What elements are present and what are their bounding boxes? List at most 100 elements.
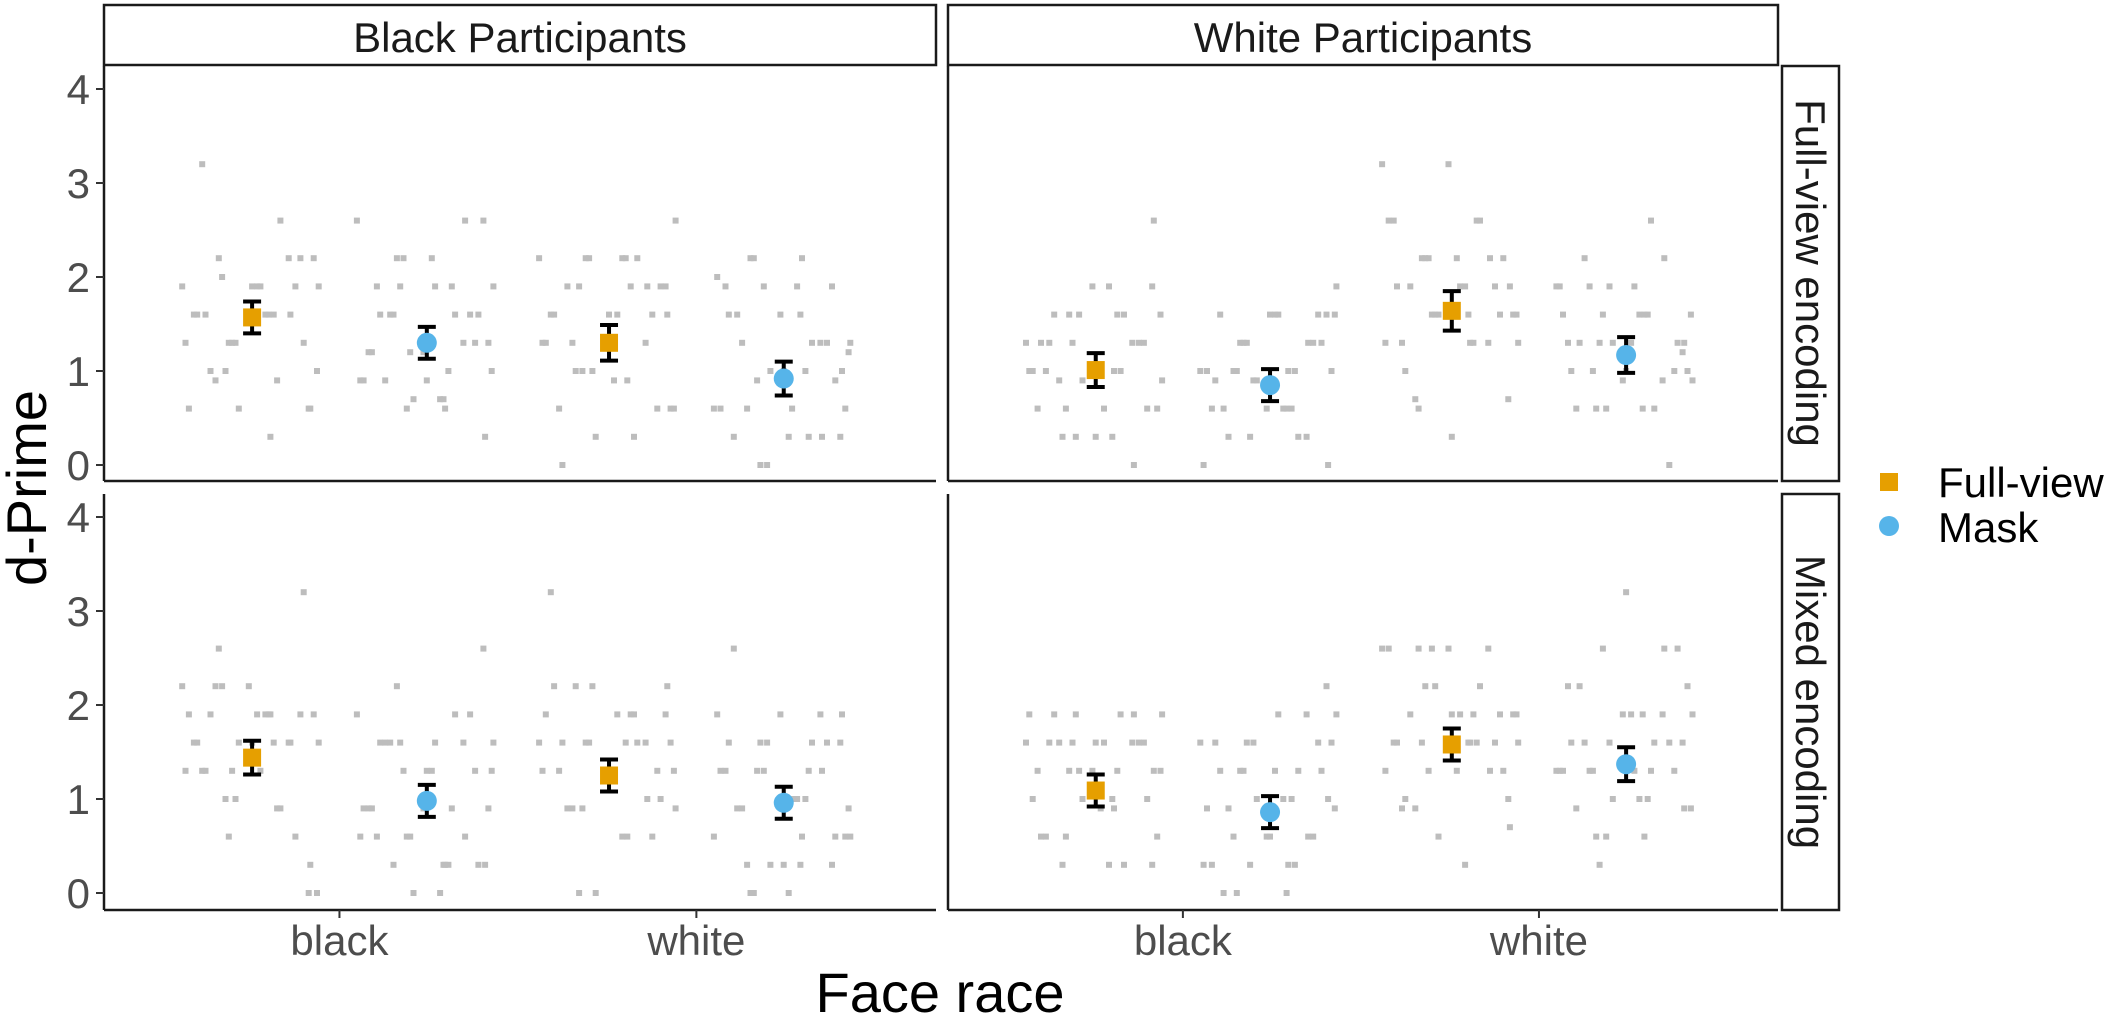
raw-point-white-participants-mixed-encoding-black-full-view <box>1149 861 1156 868</box>
raw-point-black-participants-mixed-encoding-white-mask <box>847 833 854 840</box>
raw-point-white-participants-mixed-encoding-white-mask <box>1666 739 1673 746</box>
raw-point-black-participants-full-view-encoding-black-mask <box>410 396 417 403</box>
raw-point-white-participants-mixed-encoding-white-mask <box>1593 833 1600 840</box>
raw-point-white-participants-mixed-encoding-black-mask <box>1237 767 1244 774</box>
raw-point-white-participants-full-view-encoding-white-mask <box>1674 339 1681 346</box>
raw-point-white-participants-full-view-encoding-white-full-view <box>1500 255 1507 262</box>
raw-point-white-participants-mixed-encoding-white-full-view <box>1485 645 1492 652</box>
strip-label-full-view-encoding: Full-view encoding <box>1787 99 1834 447</box>
raw-point-white-participants-full-view-encoding-white-full-view <box>1505 396 1512 403</box>
mean-marker-black-participants-mixed-encoding-white-mask <box>773 792 794 813</box>
raw-point-black-participants-mixed-encoding-black-mask <box>393 683 400 690</box>
raw-point-black-participants-full-view-encoding-black-mask <box>490 283 497 290</box>
raw-point-black-participants-full-view-encoding-white-full-view <box>556 405 563 412</box>
raw-point-black-participants-mixed-encoding-black-full-view <box>292 833 299 840</box>
raw-point-white-participants-full-view-encoding-white-mask <box>1684 368 1691 374</box>
raw-point-white-participants-mixed-encoding-black-full-view <box>1023 739 1029 746</box>
raw-point-black-participants-mixed-encoding-black-mask <box>462 833 469 840</box>
raw-point-black-participants-full-view-encoding-white-full-view <box>572 368 579 374</box>
raw-point-black-participants-mixed-encoding-black-full-view <box>245 683 252 690</box>
raw-point-black-participants-mixed-encoding-black-mask <box>448 805 455 812</box>
raw-point-black-participants-full-view-encoding-white-full-view <box>619 255 626 262</box>
raw-point-white-participants-full-view-encoding-white-full-view <box>1385 217 1392 224</box>
raw-point-black-participants-mixed-encoding-black-mask <box>460 739 467 746</box>
raw-point-black-participants-mixed-encoding-black-mask <box>475 861 482 868</box>
raw-point-white-participants-mixed-encoding-white-full-view <box>1399 805 1405 812</box>
raw-point-black-participants-full-view-encoding-white-full-view <box>576 283 583 290</box>
raw-point-black-participants-mixed-encoding-black-full-view <box>305 890 312 896</box>
legend-label-full-view: Full-view <box>1938 459 2104 506</box>
raw-point-black-participants-mixed-encoding-black-mask <box>368 805 375 812</box>
raw-point-white-participants-mixed-encoding-white-mask <box>1586 767 1593 774</box>
legend-label-mask: Mask <box>1938 504 2039 551</box>
raw-point-white-participants-mixed-encoding-white-mask <box>1576 683 1583 690</box>
raw-point-black-participants-mixed-encoding-white-mask <box>805 767 812 774</box>
raw-point-black-participants-full-view-encoding-white-mask <box>847 339 854 346</box>
raw-point-black-participants-full-view-encoding-black-full-view <box>310 255 317 262</box>
raw-point-white-participants-full-view-encoding-black-mask <box>1331 311 1338 318</box>
raw-point-white-participants-mixed-encoding-black-full-view <box>1051 711 1058 718</box>
raw-point-black-participants-full-view-encoding-white-mask <box>789 405 796 412</box>
raw-point-black-participants-full-view-encoding-white-mask <box>819 433 825 440</box>
raw-point-black-participants-full-view-encoding-white-full-view <box>670 405 677 412</box>
raw-point-white-participants-full-view-encoding-black-full-view <box>1023 339 1029 346</box>
raw-point-black-participants-mixed-encoding-white-full-view <box>539 767 546 774</box>
raw-point-black-participants-full-view-encoding-black-full-view <box>182 339 189 346</box>
raw-point-black-participants-full-view-encoding-white-full-view <box>649 311 656 318</box>
raw-point-black-participants-mixed-encoding-white-mask <box>754 767 761 774</box>
mean-marker-black-participants-full-view-encoding-black-mask <box>416 332 437 353</box>
raw-point-white-participants-full-view-encoding-white-mask <box>1586 283 1593 290</box>
raw-point-black-participants-mixed-encoding-black-mask <box>467 711 474 718</box>
raw-point-white-participants-mixed-encoding-white-mask <box>1687 805 1694 812</box>
raw-point-white-participants-mixed-encoding-black-mask <box>1291 861 1298 868</box>
raw-point-black-participants-full-view-encoding-white-mask <box>799 255 805 262</box>
raw-point-black-participants-mixed-encoding-white-full-view <box>622 739 629 746</box>
raw-point-black-participants-mixed-encoding-black-mask <box>480 645 487 652</box>
raw-point-white-participants-full-view-encoding-white-mask <box>1644 311 1651 318</box>
raw-point-white-participants-full-view-encoding-black-mask <box>1233 368 1240 374</box>
raw-point-white-participants-full-view-encoding-white-mask <box>1648 217 1654 224</box>
y-tick-label: 2 <box>67 682 90 729</box>
raw-point-white-participants-full-view-encoding-black-mask <box>1295 433 1302 440</box>
raw-point-black-participants-mixed-encoding-white-full-view <box>569 805 576 812</box>
raw-point-black-participants-full-view-encoding-white-mask <box>829 283 835 290</box>
mean-marker-black-participants-full-view-encoding-white-mask <box>773 368 794 389</box>
raw-point-white-participants-mixed-encoding-white-mask <box>1619 711 1626 718</box>
raw-point-white-participants-full-view-encoding-white-full-view <box>1432 311 1439 318</box>
raw-point-white-participants-mixed-encoding-white-mask <box>1606 739 1613 746</box>
raw-point-white-participants-mixed-encoding-white-full-view <box>1435 833 1442 840</box>
raw-point-black-participants-full-view-encoding-white-full-view <box>642 339 649 346</box>
raw-point-black-participants-mixed-encoding-black-full-view <box>270 739 277 746</box>
raw-point-black-participants-mixed-encoding-white-mask <box>842 833 849 840</box>
raw-point-white-participants-mixed-encoding-black-mask <box>1283 890 1290 896</box>
raw-point-black-participants-full-view-encoding-white-full-view <box>539 339 546 346</box>
raw-point-black-participants-full-view-encoding-white-mask <box>832 377 839 384</box>
raw-point-black-participants-mixed-encoding-white-full-view <box>542 711 549 718</box>
raw-point-white-participants-full-view-encoding-white-mask <box>1593 405 1600 412</box>
raw-point-black-participants-full-view-encoding-black-mask <box>475 311 482 318</box>
raw-point-white-participants-mixed-encoding-white-full-view <box>1448 711 1455 718</box>
raw-point-black-participants-full-view-encoding-black-mask <box>442 405 449 412</box>
raw-point-black-participants-full-view-encoding-white-full-view <box>624 377 631 384</box>
raw-point-black-participants-mixed-encoding-white-full-view <box>579 805 586 812</box>
raw-point-white-participants-mixed-encoding-black-mask <box>1267 833 1273 840</box>
raw-point-white-participants-mixed-encoding-black-full-view <box>1034 767 1041 774</box>
raw-point-white-participants-full-view-encoding-black-mask <box>1263 405 1270 412</box>
raw-point-black-participants-mixed-encoding-black-full-view <box>207 711 214 718</box>
raw-point-black-participants-mixed-encoding-white-full-view <box>670 767 677 774</box>
raw-point-white-participants-mixed-encoding-black-full-view <box>1101 739 1107 746</box>
raw-point-black-participants-full-view-encoding-black-mask <box>428 255 435 262</box>
raw-point-white-participants-mixed-encoding-black-mask <box>1263 833 1270 840</box>
raw-point-white-participants-full-view-encoding-white-full-view <box>1473 217 1480 224</box>
raw-point-black-participants-mixed-encoding-black-mask <box>360 805 367 812</box>
raw-point-white-participants-full-view-encoding-white-full-view <box>1435 311 1442 318</box>
raw-point-black-participants-full-view-encoding-black-full-view <box>225 339 232 346</box>
raw-point-white-participants-mixed-encoding-black-mask <box>1217 767 1224 774</box>
x-tick-label-black: black <box>1134 917 1233 964</box>
raw-point-white-participants-full-view-encoding-black-full-view <box>1144 405 1151 412</box>
raw-point-white-participants-full-view-encoding-black-mask <box>1267 311 1273 318</box>
raw-point-black-participants-mixed-encoding-black-full-view <box>235 739 242 746</box>
raw-point-white-participants-mixed-encoding-white-full-view <box>1473 739 1480 746</box>
raw-point-white-participants-mixed-encoding-white-full-view <box>1428 645 1435 652</box>
raw-point-white-participants-mixed-encoding-black-mask <box>1323 683 1330 690</box>
